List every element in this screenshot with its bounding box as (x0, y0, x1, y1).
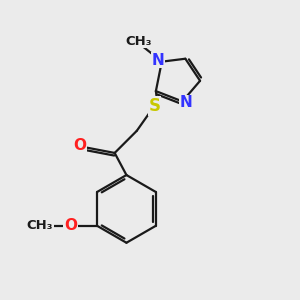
Text: O: O (73, 138, 86, 153)
Text: S: S (148, 97, 160, 115)
Text: N: N (152, 53, 165, 68)
Text: CH₃: CH₃ (26, 219, 53, 232)
Text: N: N (179, 95, 192, 110)
Text: CH₃: CH₃ (125, 34, 152, 48)
Text: O: O (64, 218, 77, 233)
